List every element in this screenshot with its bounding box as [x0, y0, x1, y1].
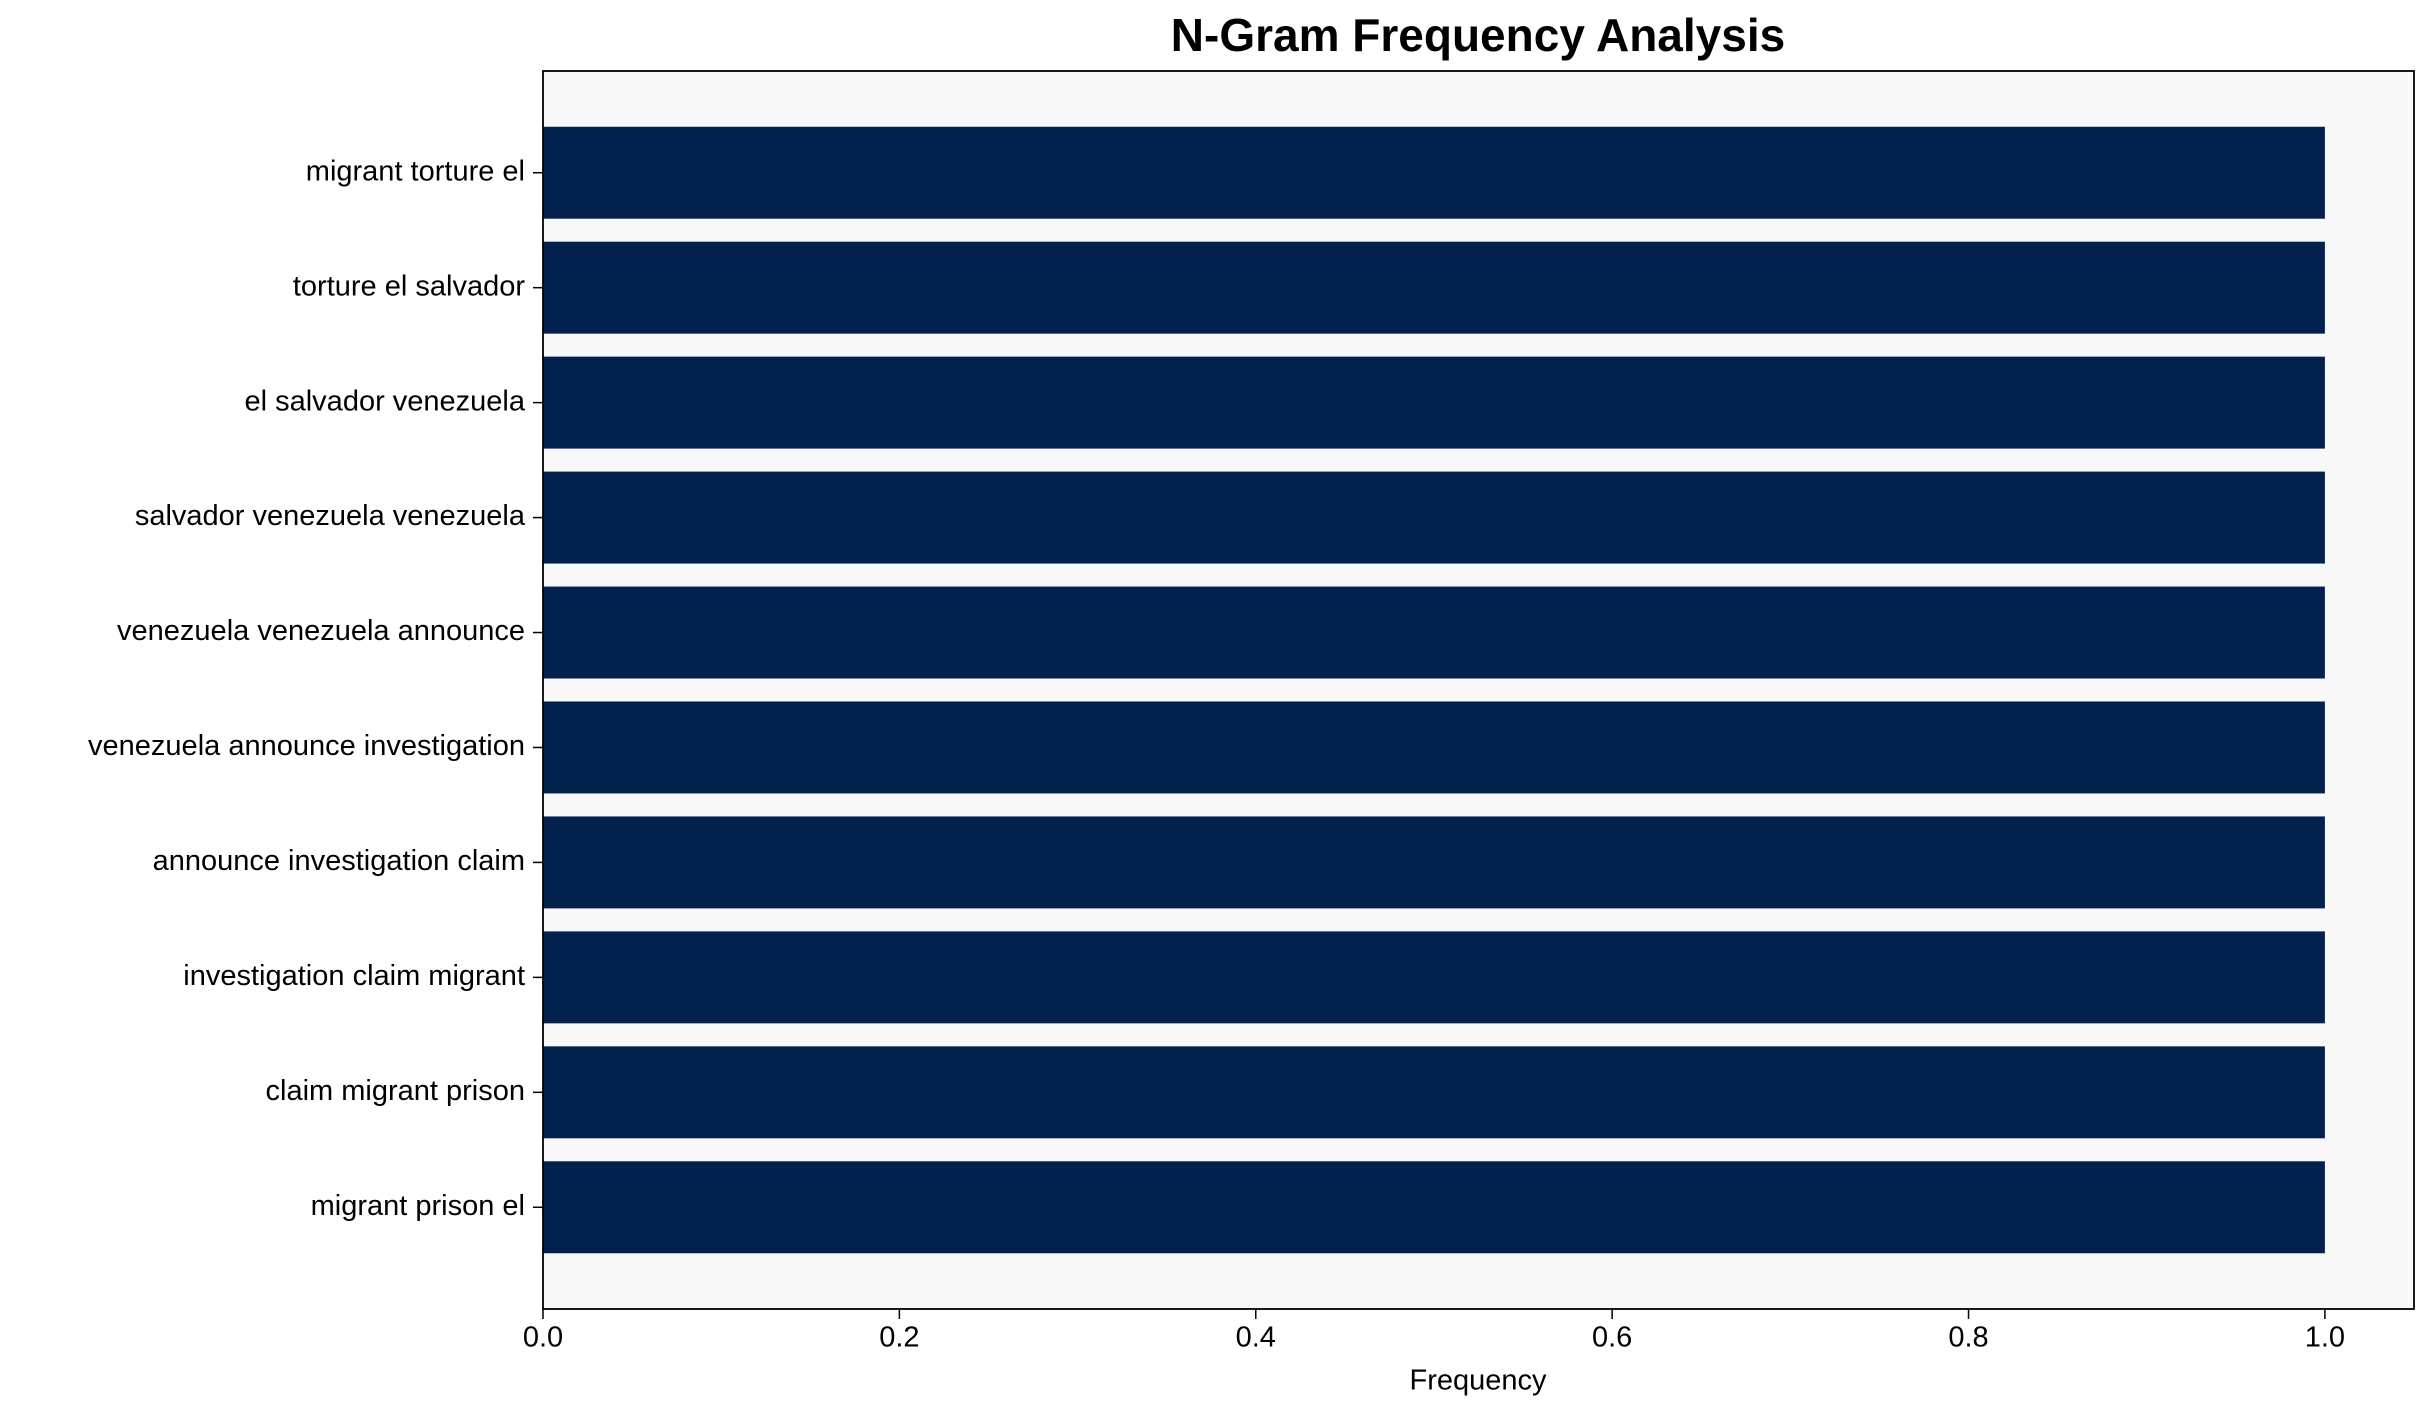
- bar: [543, 1161, 2325, 1254]
- bar: [543, 701, 2325, 794]
- x-tick-label: 0.8: [1948, 1322, 1988, 1354]
- y-tick-label: torture el salvador: [293, 270, 525, 302]
- bar: [543, 126, 2325, 219]
- x-axis-label: Frequency: [1409, 1365, 1547, 1397]
- bar: [543, 586, 2325, 679]
- y-tick-label: announce investigation claim: [153, 845, 525, 877]
- x-tick-label: 0.0: [523, 1322, 563, 1354]
- bar: [543, 931, 2325, 1024]
- y-tick-label: el salvador venezuela: [244, 385, 525, 417]
- bar: [543, 1046, 2325, 1139]
- y-tick-label: migrant prison el: [311, 1190, 525, 1222]
- y-tick-label: venezuela announce investigation: [88, 730, 525, 762]
- y-tick-label: claim migrant prison: [266, 1075, 525, 1107]
- x-tick-label: 0.4: [1236, 1322, 1276, 1354]
- y-tick-label: migrant torture el: [306, 155, 525, 187]
- bar: [543, 816, 2325, 909]
- x-tick-label: 0.6: [1592, 1322, 1632, 1354]
- bar: [543, 471, 2325, 564]
- y-tick-label: venezuela venezuela announce: [117, 615, 525, 647]
- x-tick-label: 0.2: [879, 1322, 919, 1354]
- chart-title: N-Gram Frequency Analysis: [1171, 9, 1785, 61]
- bar: [543, 241, 2325, 334]
- y-tick-label: salvador venezuela venezuela: [135, 500, 526, 532]
- x-tick-label: 1.0: [2305, 1322, 2345, 1354]
- plot-frame: [542, 70, 2415, 1310]
- bar: [543, 356, 2325, 449]
- y-tick-label: investigation claim migrant: [183, 960, 525, 992]
